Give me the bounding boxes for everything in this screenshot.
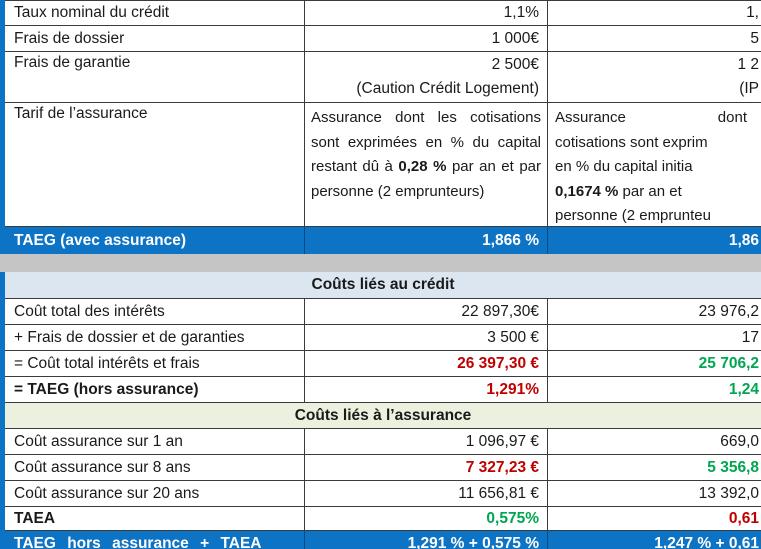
table-row: Tarif de l’assurance Assurance dont les … xyxy=(5,103,761,227)
table-row: + Frais de dossier et de garanties 3 500… xyxy=(5,325,761,351)
row-value-col3: 5 xyxy=(750,29,759,47)
table-row: = TAEG (hors assurance) 1,291% 1,24 xyxy=(5,377,761,403)
insurance-rate: 0,28 % xyxy=(398,158,447,176)
row-value-col3: 1,86 xyxy=(728,231,759,249)
insurance-costs-header: Coûts liés à l’assurance xyxy=(5,403,761,429)
row-label: Tarif de l’assurance xyxy=(5,103,305,226)
row-label: = TAEG (hors assurance) xyxy=(5,377,305,402)
row-label: TAEA xyxy=(5,507,305,530)
row-value-col3: 1 2 (IP xyxy=(548,52,761,102)
table-row: Coût assurance sur 8 ans 7 327,23 € 5 35… xyxy=(5,455,761,481)
row-value-col3: 13 392,0 xyxy=(698,484,759,502)
row-value-col3: 23 976,2 xyxy=(698,302,759,320)
paragraph-line: 0,1674 % par an et xyxy=(555,180,761,205)
row-value-col2: 0,575% xyxy=(305,507,548,530)
paragraph-line: en % du capital initia xyxy=(555,158,693,176)
paragraph-line: personne (2 emprunteu xyxy=(555,207,711,225)
taeg-summary-row: TAEG (avec assurance) 1,866 % 1,86 xyxy=(5,227,761,254)
row-value-col2: 26 397,30 € xyxy=(305,351,548,376)
row-value-col3: 5 356,8 xyxy=(707,458,759,476)
row-value-col2: 1,866 % xyxy=(305,227,548,254)
row-value-col3: 17 xyxy=(741,328,759,346)
garantie-note: (Caution Crédit Logement) xyxy=(356,80,539,97)
row-label: Coût total des intérêts xyxy=(5,299,305,324)
paragraph-word: Assurance xyxy=(555,109,626,126)
insurance-rate: 0,1674 % xyxy=(555,182,619,200)
row-value-col3: 1,247 % + 0,61 xyxy=(654,535,759,549)
row-value-col3: 1, xyxy=(746,4,759,21)
paragraph-word: dont xyxy=(717,109,747,126)
row-label: = Coût total intérêts et frais xyxy=(5,351,305,376)
row-value-col2: 7 327,23 € xyxy=(305,455,548,480)
garantie-amount: 2 500€ xyxy=(491,56,539,73)
table-row: Coût total des intérêts 22 897,30€ 23 97… xyxy=(5,299,761,325)
paragraph-text: Assurance dont les cotisations sont expr… xyxy=(311,109,541,176)
row-value-col3: 0,61 xyxy=(728,509,759,527)
table-row: Frais de dossier 1 000€ 5 xyxy=(5,26,761,52)
taeg-taea-summary-row: TAEG hors assurance + TAEA 1,291 % + 0,5… xyxy=(5,531,761,549)
insurance-terms-paragraph: Assurance dont les cotisations sont expr… xyxy=(305,103,548,226)
row-value-col3: 25 706,2 xyxy=(698,354,759,372)
loan-terms-table: Taux nominal du crédit 1,1% 1, Frais de … xyxy=(0,0,761,254)
row-label: TAEG (avec assurance) xyxy=(5,227,305,254)
row-value-col2: 11 656,81 € xyxy=(305,481,548,506)
table-row: = Coût total intérêts et frais 26 397,30… xyxy=(5,351,761,377)
row-label: Frais de dossier xyxy=(5,26,305,51)
row-value-col2: 1 096,97 € xyxy=(305,429,548,454)
row-value-col2: 1,1% xyxy=(305,1,548,25)
row-value-col2: 1,291% xyxy=(305,377,548,402)
credit-costs-header: Coûts liés au crédit xyxy=(5,272,761,299)
row-label: Coût assurance sur 20 ans xyxy=(5,481,305,506)
costs-table: Coûts liés au crédit Coût total des inté… xyxy=(0,272,761,549)
row-value-col2: 22 897,30€ xyxy=(305,299,548,324)
row-value-col3: 669,0 xyxy=(720,432,759,450)
row-value-col2: 2 500€ (Caution Crédit Logement) xyxy=(305,52,548,102)
table-row: Coût assurance sur 20 ans 11 656,81 € 13… xyxy=(5,481,761,507)
row-label: Coût assurance sur 8 ans xyxy=(5,455,305,480)
row-label: Taux nominal du crédit xyxy=(5,1,305,25)
insurance-terms-paragraph-cut: Assurance dont cotisations sont exprim e… xyxy=(548,103,761,226)
table-separator xyxy=(0,254,761,272)
table-row: Coût assurance sur 1 an 1 096,97 € 669,0 xyxy=(5,429,761,455)
paragraph-text: par an et par personne (2 emprunteurs) xyxy=(311,158,541,200)
paragraph-line: cotisations sont exprim xyxy=(555,133,708,151)
garantie-amount-cut: 1 2 xyxy=(737,56,759,73)
row-value-col2: 1,291 % + 0,575 % xyxy=(305,531,548,549)
paragraph-text: par an et xyxy=(618,182,682,200)
row-value-col3: 1,24 xyxy=(728,380,759,398)
row-label: TAEG hors assurance + TAEA xyxy=(5,531,305,549)
table-row: Taux nominal du crédit 1,1% 1, xyxy=(5,0,761,26)
row-value-col2: 1 000€ xyxy=(305,26,548,51)
table-row: TAEA 0,575% 0,61 xyxy=(5,507,761,531)
paragraph-line: Assurance dont xyxy=(555,106,761,131)
row-value-col2: 3 500 € xyxy=(305,325,548,350)
row-label: Coût assurance sur 1 an xyxy=(5,429,305,454)
row-label: Frais de garantie xyxy=(5,52,305,102)
table-row: Frais de garantie 2 500€ (Caution Crédit… xyxy=(5,52,761,103)
row-label: + Frais de dossier et de garanties xyxy=(5,325,305,350)
garantie-note-cut: (IP xyxy=(739,80,759,97)
